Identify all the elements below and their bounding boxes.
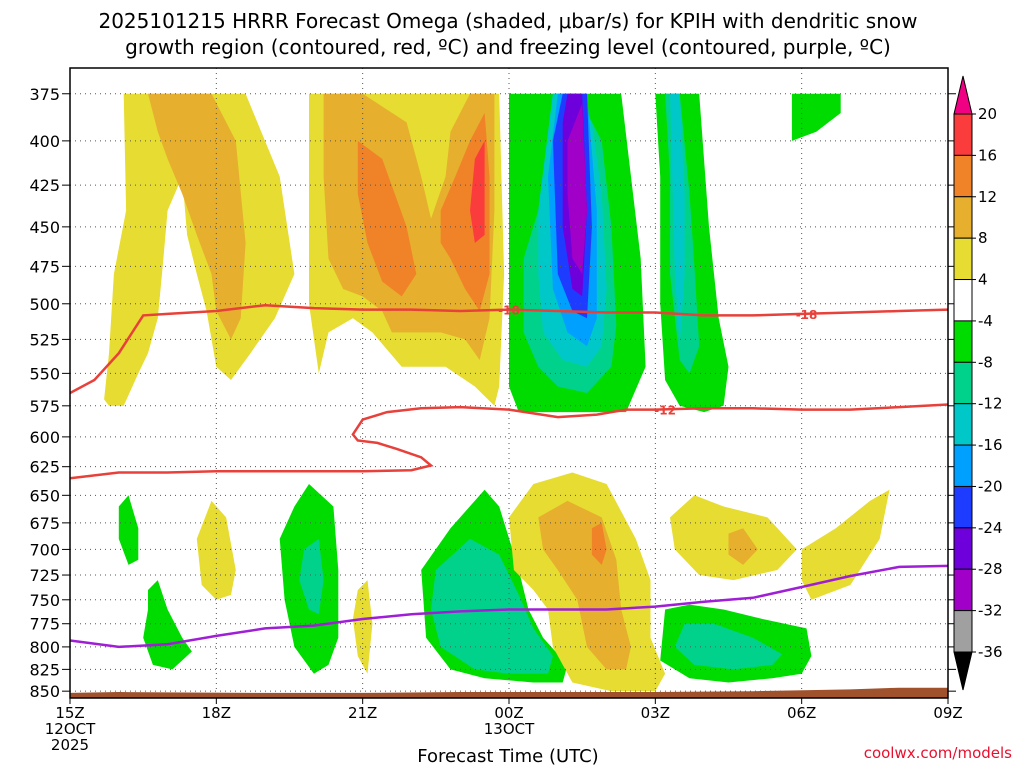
omega-region-27 — [352, 580, 373, 674]
colorbar-top-arrow — [953, 75, 973, 115]
isotherm-label-minus18-a: -18 — [498, 304, 520, 318]
colorbar-segment-6 — [953, 361, 973, 405]
colorbar-segment-2 — [953, 196, 973, 239]
omega-region-4 — [357, 140, 417, 297]
colorbar-label-4: 4 — [978, 271, 988, 289]
omega-region-6 — [470, 140, 485, 243]
plot-area: -18 -18 -12 375 400 425 450 475 500 525 550 575 600 6… — [29, 67, 963, 754]
colorbar-segment-4 — [953, 279, 973, 322]
y-tick-label-500: 500 — [29, 295, 60, 314]
chart-title-line-1: 2025101215 HRRR Forecast Omega (shaded, … — [98, 9, 917, 33]
colorbar-segment-11 — [953, 568, 973, 612]
isotherm-label-minus18-b: -18 — [796, 308, 818, 322]
omega-region-23 — [299, 538, 324, 615]
omega-region-9 — [791, 93, 841, 141]
omega-region-25 — [674, 623, 783, 670]
y-tick-label-750: 750 — [29, 591, 60, 610]
omega-region-19 — [143, 580, 192, 670]
credit-text: coolwx.com/models — [864, 744, 1012, 762]
x-tick-year-15Z: 2025 — [51, 736, 89, 754]
colorbar-label-9: -20 — [978, 477, 1003, 495]
y-tick-label-575: 575 — [29, 397, 60, 416]
colorbar-label-10: -24 — [978, 519, 1003, 537]
y-tick-label-775: 775 — [29, 615, 60, 634]
y-tick-label-850: 850 — [29, 682, 60, 701]
colorbar-bottom-arrow — [953, 651, 973, 691]
terrain-ground — [70, 687, 948, 698]
omega-region-32 — [728, 528, 758, 565]
omega-region-30 — [801, 489, 890, 600]
colorbar-label-12: -32 — [978, 602, 1003, 620]
x-tick-label-00Z: 00Z — [494, 704, 523, 722]
colorbar-segment-10 — [953, 527, 973, 570]
colorbar-label-5: -4 — [978, 312, 993, 330]
colorbar-label-1: 16 — [978, 146, 997, 164]
x-tick-label-18Z: 18Z — [202, 704, 231, 722]
isotherm-minus18-line — [70, 303, 948, 395]
omega-shading — [104, 93, 890, 692]
y-tick-label-700: 700 — [29, 540, 60, 559]
y-tick-label-725: 725 — [29, 566, 60, 585]
omega-region-17 — [567, 103, 587, 275]
omega-region-13 — [670, 93, 685, 347]
omega-region-26 — [196, 500, 236, 600]
colorbar-segment-0 — [953, 113, 973, 156]
y-tick-label-800: 800 — [29, 638, 60, 657]
colorbar-label-13: -36 — [978, 643, 1003, 661]
colorbar-segment-7 — [953, 403, 973, 446]
y-tick-label-525: 525 — [29, 330, 60, 349]
colorbar-label-11: -28 — [978, 560, 1003, 578]
x-tick-label-15Z: 15Z — [55, 704, 84, 722]
colorbar-label-2: 12 — [978, 188, 997, 206]
colorbar-segment-9 — [953, 485, 973, 529]
y-tick-label-625: 625 — [29, 458, 60, 477]
x-tick-label-21Z: 21Z — [348, 704, 377, 722]
omega-region-24 — [431, 538, 553, 674]
y-tick-label-550: 550 — [29, 364, 60, 383]
x-tick-date-00Z: 13OCT — [484, 720, 535, 738]
y-tick-label-400: 400 — [29, 132, 60, 151]
colorbar-label-8: -16 — [978, 436, 1003, 454]
x-tick-label-03Z: 03Z — [641, 704, 670, 722]
omega-region-33 — [591, 522, 607, 565]
y-tick-label-825: 825 — [29, 660, 60, 679]
colorbar-segment-1 — [953, 154, 973, 198]
x-tick-date-15Z: 12OCT — [45, 720, 96, 738]
y-tick-label-375: 375 — [29, 85, 60, 104]
omega-region-18 — [118, 495, 139, 565]
colorbar-label-0: 20 — [978, 105, 997, 123]
isotherm-minus12-line — [70, 403, 948, 480]
omega-region-2 — [148, 93, 246, 340]
chart-title-line-2: growth region (contoured, red, ºC) and f… — [125, 35, 891, 59]
colorbar-label-6: -8 — [978, 353, 993, 371]
x-tick-label-09Z: 09Z — [933, 704, 962, 722]
y-tick-label-600: 600 — [29, 428, 60, 447]
colorbar-label-3: 8 — [978, 229, 988, 247]
contour-lines — [70, 303, 948, 649]
y-tick-label-475: 475 — [29, 257, 60, 276]
x-tick-label-06Z: 06Z — [787, 704, 816, 722]
colorbar: 20 16 12 8 4 -4 -8 -12 -16 -20 -24 -28 -32 -36 — [953, 75, 1003, 691]
colorbar-segment-12 — [953, 610, 973, 653]
y-tick-label-450: 450 — [29, 218, 60, 237]
colorbar-label-7: -12 — [978, 395, 1003, 413]
x-axis-label: Forecast Time (UTC) — [417, 746, 598, 767]
y-tick-label-650: 650 — [29, 486, 60, 505]
freezing-level-line — [70, 564, 948, 649]
y-tick-label-675: 675 — [29, 514, 60, 533]
colorbar-segment-8 — [953, 444, 973, 487]
grid — [70, 68, 948, 698]
y-tick-label-425: 425 — [29, 176, 60, 195]
axes: 375 400 425 450 475 500 525 550 575 600 625 650 675 7… — [29, 85, 962, 754]
colorbar-segment-3 — [953, 237, 973, 281]
omega-region-0 — [104, 93, 295, 406]
omega-region-31 — [538, 500, 631, 670]
isotherm-label-minus12: -12 — [654, 404, 676, 418]
colorbar-segment-5 — [953, 320, 973, 363]
